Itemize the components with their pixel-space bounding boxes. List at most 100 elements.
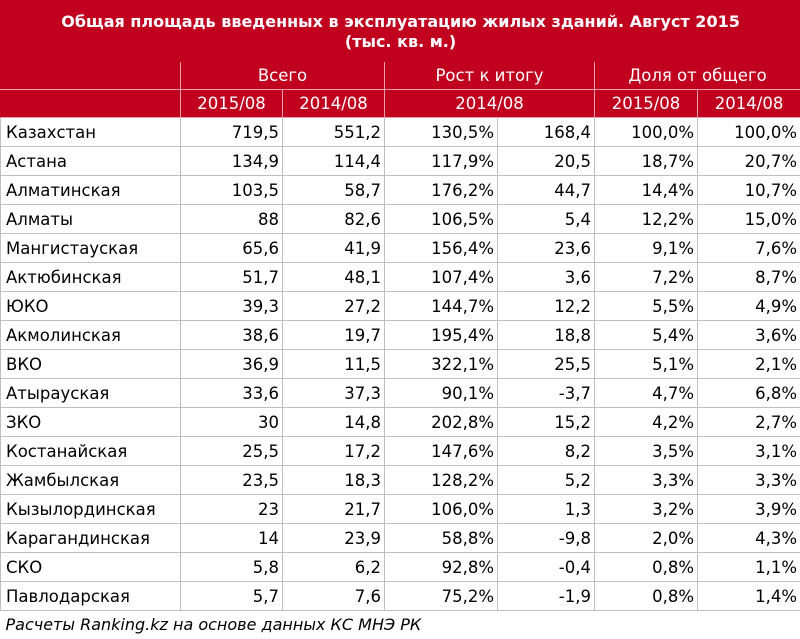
cell-growth-abs: -9,8 (497, 523, 595, 553)
cell-total-2014: 37,3 (282, 378, 385, 408)
cell-growth-pct: 147,6% (384, 436, 498, 466)
cell-growth-abs: 20,5 (497, 146, 595, 176)
cell-growth-pct: 202,8% (384, 407, 498, 437)
cell-total-2015: 38,6 (180, 320, 283, 350)
cell-region: Алматинская (0, 175, 181, 205)
table-row: Казахстан 719,5 551,2 130,5% 168,4 100,0% 100,… (0, 117, 800, 147)
cell-share-2015: 5,1% (594, 349, 698, 379)
cell-total-2014: 82,6 (282, 204, 385, 234)
cell-total-2015: 30 (180, 407, 283, 437)
cell-growth-abs: 3,6 (497, 262, 595, 292)
cell-growth-abs: 8,2 (497, 436, 595, 466)
table-row: ЮКО 39,3 27,2 144,7% 12,2 5,5% 4,9% (0, 291, 800, 321)
cell-share-2014: 10,7% (696, 175, 800, 205)
cell-share-2014: 20,7% (696, 146, 800, 176)
group-header-row: Всего Рост к итогу Доля от общего (0, 61, 800, 90)
cell-region: Жамбылская (0, 465, 181, 495)
cell-share-2015: 7,2% (594, 262, 698, 292)
table-row: Жамбылская 23,5 18,3 128,2% 5,2 3,3% 3,3% (0, 465, 800, 495)
cell-total-2014: 7,6 (282, 581, 385, 611)
cell-growth-abs: -3,7 (497, 378, 595, 408)
cell-share-2015: 5,5% (594, 291, 698, 321)
cell-share-2014: 6,8% (696, 378, 800, 408)
footnote-row: Расчеты Ranking.kz на основе данных КС М… (0, 610, 800, 638)
cell-total-2014: 27,2 (282, 291, 385, 321)
header-blank-cell (0, 61, 181, 90)
footnote: Расчеты Ranking.kz на основе данных КС М… (0, 610, 800, 638)
cell-total-2014: 19,7 (282, 320, 385, 350)
table-row: Алматинская 103,5 58,7 176,2% 44,7 14,4% 10,7% (0, 175, 800, 205)
cell-region: ЗКО (0, 407, 181, 437)
cell-share-2014: 4,3% (696, 523, 800, 553)
cell-growth-abs: 5,4 (497, 204, 595, 234)
cell-growth-pct: 195,4% (384, 320, 498, 350)
cell-growth-pct: 322,1% (384, 349, 498, 379)
table-row: Акмолинская 38,6 19,7 195,4% 18,8 5,4% 3,6% (0, 320, 800, 350)
group-header-growth: Рост к итогу (384, 61, 595, 90)
sub-header-share-2014: 2014/08 (696, 89, 800, 118)
cell-total-2015: 39,3 (180, 291, 283, 321)
table-row: Карагандинская 14 23,9 58,8% -9,8 2,0% 4,3% (0, 523, 800, 553)
cell-total-2015: 51,7 (180, 262, 283, 292)
cell-share-2014: 100,0% (696, 117, 800, 147)
table-row: Костанайская 25,5 17,2 147,6% 8,2 3,5% 3,1% (0, 436, 800, 466)
cell-growth-abs: 44,7 (497, 175, 595, 205)
cell-growth-pct: 106,0% (384, 494, 498, 524)
cell-growth-abs: 12,2 (497, 291, 595, 321)
cell-total-2015: 65,6 (180, 233, 283, 263)
table-row: ЗКО 30 14,8 202,8% 15,2 4,2% 2,7% (0, 407, 800, 437)
table-row: Павлодарская 5,7 7,6 75,2% -1,9 0,8% 1,4% (0, 581, 800, 611)
cell-share-2015: 3,3% (594, 465, 698, 495)
cell-growth-abs: 5,2 (497, 465, 595, 495)
table-row: СКО 5,8 6,2 92,8% -0,4 0,8% 1,1% (0, 552, 800, 582)
cell-total-2014: 48,1 (282, 262, 385, 292)
cell-total-2015: 103,5 (180, 175, 283, 205)
chart-title: Общая площадь введенных в эксплуатацию ж… (61, 12, 740, 31)
cell-total-2014: 17,2 (282, 436, 385, 466)
table-row: ВКО 36,9 11,5 322,1% 25,5 5,1% 2,1% (0, 349, 800, 379)
cell-total-2014: 41,9 (282, 233, 385, 263)
sub-header-total-2014: 2014/08 (282, 89, 385, 118)
cell-region: Алматы (0, 204, 181, 234)
cell-total-2014: 6,2 (282, 552, 385, 582)
table-row: Астана 134,9 114,4 117,9% 20,5 18,7% 20,7% (0, 146, 800, 176)
cell-share-2014: 7,6% (696, 233, 800, 263)
cell-growth-abs: 25,5 (497, 349, 595, 379)
cell-total-2015: 134,9 (180, 146, 283, 176)
cell-region: ЮКО (0, 291, 181, 321)
cell-share-2015: 9,1% (594, 233, 698, 263)
cell-growth-pct: 92,8% (384, 552, 498, 582)
cell-share-2015: 12,2% (594, 204, 698, 234)
cell-share-2015: 0,8% (594, 581, 698, 611)
cell-growth-abs: 1,3 (497, 494, 595, 524)
cell-region: Актюбинская (0, 262, 181, 292)
cell-growth-abs: 168,4 (497, 117, 595, 147)
table-row: Актюбинская 51,7 48,1 107,4% 3,6 7,2% 8,7% (0, 262, 800, 292)
cell-share-2015: 14,4% (594, 175, 698, 205)
cell-share-2014: 2,1% (696, 349, 800, 379)
cell-growth-abs: -0,4 (497, 552, 595, 582)
cell-total-2015: 25,5 (180, 436, 283, 466)
cell-growth-pct: 117,9% (384, 146, 498, 176)
cell-share-2014: 15,0% (696, 204, 800, 234)
cell-total-2014: 18,3 (282, 465, 385, 495)
table-row: Атырауская 33,6 37,3 90,1% -3,7 4,7% 6,8% (0, 378, 800, 408)
table-row: Кызылординская 23 21,7 106,0% 1,3 3,2% 3,9% (0, 494, 800, 524)
cell-growth-pct: 130,5% (384, 117, 498, 147)
cell-total-2015: 5,8 (180, 552, 283, 582)
cell-share-2014: 3,6% (696, 320, 800, 350)
cell-growth-pct: 144,7% (384, 291, 498, 321)
sub-header-growth-2014: 2014/08 (384, 89, 595, 118)
cell-total-2015: 5,7 (180, 581, 283, 611)
cell-total-2015: 23,5 (180, 465, 283, 495)
cell-total-2015: 88 (180, 204, 283, 234)
cell-region: СКО (0, 552, 181, 582)
cell-share-2014: 1,1% (696, 552, 800, 582)
table-row: Алматы 88 82,6 106,5% 5,4 12,2% 15,0% (0, 204, 800, 234)
cell-region: Костанайская (0, 436, 181, 466)
cell-growth-abs: 18,8 (497, 320, 595, 350)
cell-total-2014: 14,8 (282, 407, 385, 437)
cell-region: Атырауская (0, 378, 181, 408)
header-blank-cell (0, 89, 181, 118)
